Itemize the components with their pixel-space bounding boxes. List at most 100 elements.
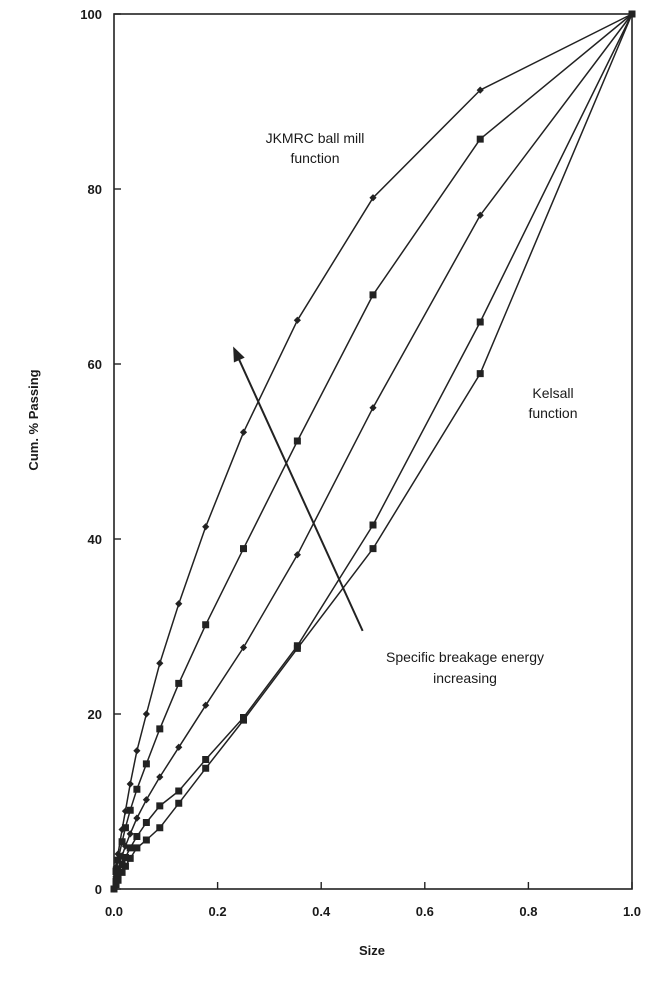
energy-label-line2: increasing bbox=[433, 670, 497, 686]
x-tick-label: 1.0 bbox=[623, 904, 641, 919]
series-2 bbox=[110, 10, 636, 893]
y-tick-label: 20 bbox=[88, 707, 102, 722]
data-point bbox=[114, 876, 122, 884]
energy-arrow bbox=[233, 346, 364, 632]
y-tick-label: 80 bbox=[88, 182, 102, 197]
data-point bbox=[369, 194, 377, 202]
y-tick-label: 100 bbox=[80, 7, 102, 22]
data-point bbox=[156, 824, 164, 832]
data-point bbox=[293, 316, 301, 324]
plot-frame bbox=[113, 13, 633, 890]
data-point bbox=[240, 545, 247, 553]
data-point bbox=[156, 773, 164, 781]
data-point bbox=[114, 871, 122, 879]
data-point bbox=[133, 844, 141, 852]
annotations: JKMRC ball mill function Kelsall functio… bbox=[266, 130, 578, 686]
series-5-line bbox=[113, 13, 633, 890]
data-point bbox=[202, 523, 210, 531]
data-point bbox=[476, 135, 484, 143]
y-axis-label: Cum. % Passing bbox=[26, 369, 41, 470]
data-point bbox=[628, 10, 636, 18]
kelsall-label-line2: function bbox=[528, 405, 577, 421]
x-axis-label: Size bbox=[359, 943, 385, 958]
y-axis: 0 20 40 60 80 100 bbox=[80, 7, 121, 897]
kelsall-label-line1: Kelsall bbox=[532, 385, 573, 401]
data-point bbox=[133, 785, 141, 793]
data-point bbox=[118, 868, 126, 876]
data-point bbox=[126, 830, 134, 838]
data-point bbox=[369, 545, 377, 553]
data-point bbox=[142, 760, 150, 768]
data-point bbox=[126, 854, 134, 862]
series-3-line bbox=[113, 13, 633, 890]
data-point bbox=[202, 764, 210, 772]
data-point bbox=[175, 787, 183, 795]
data-point bbox=[175, 799, 183, 807]
data-point bbox=[126, 844, 134, 852]
jkmrc-label-line2: function bbox=[290, 150, 339, 166]
data-point bbox=[175, 743, 183, 751]
data-point bbox=[126, 780, 134, 788]
data-point bbox=[118, 838, 126, 846]
x-tick-label: 0.0 bbox=[105, 904, 123, 919]
series-group bbox=[110, 10, 636, 893]
data-point bbox=[126, 806, 134, 814]
data-point bbox=[114, 856, 122, 864]
data-point bbox=[293, 437, 301, 445]
data-point bbox=[476, 318, 484, 326]
data-point bbox=[293, 644, 301, 652]
data-point bbox=[156, 802, 164, 810]
data-point bbox=[121, 824, 129, 832]
data-point bbox=[133, 833, 141, 840]
data-point bbox=[239, 428, 248, 436]
x-axis: 0.0 0.2 0.4 0.6 0.8 1.0 bbox=[105, 882, 641, 919]
y-tick-label: 60 bbox=[88, 357, 102, 372]
data-point bbox=[202, 756, 210, 763]
series-4 bbox=[110, 10, 636, 893]
series-1 bbox=[110, 10, 636, 893]
data-point bbox=[202, 621, 210, 629]
jkmrc-label-line1: JKMRC ball mill bbox=[266, 130, 365, 146]
y-tick-label: 40 bbox=[88, 532, 102, 547]
series-3 bbox=[110, 10, 636, 893]
series-2-line bbox=[113, 13, 633, 890]
data-point bbox=[156, 725, 164, 733]
arrow-head bbox=[233, 346, 245, 363]
energy-label-line1: Specific breakage energy bbox=[386, 649, 544, 665]
data-point bbox=[142, 796, 150, 804]
data-point bbox=[156, 659, 164, 667]
data-point bbox=[476, 211, 484, 219]
arrow-shaft bbox=[236, 356, 364, 632]
data-point bbox=[293, 551, 301, 559]
series-1-line bbox=[113, 13, 633, 890]
series-5 bbox=[110, 10, 636, 893]
data-point bbox=[133, 814, 141, 822]
data-point bbox=[240, 716, 247, 724]
data-point bbox=[142, 710, 150, 718]
x-tick-label: 0.6 bbox=[416, 904, 434, 919]
data-point bbox=[142, 836, 150, 844]
data-point bbox=[112, 881, 120, 889]
data-point bbox=[239, 643, 248, 652]
data-point bbox=[121, 862, 129, 870]
x-tick-label: 0.2 bbox=[209, 904, 227, 919]
series-4-line bbox=[113, 13, 633, 890]
data-point bbox=[369, 521, 377, 529]
data-point bbox=[175, 679, 183, 687]
x-tick-label: 0.4 bbox=[312, 904, 331, 919]
data-point bbox=[121, 854, 129, 861]
y-tick-label: 0 bbox=[95, 882, 102, 897]
x-tick-label: 0.8 bbox=[519, 904, 537, 919]
data-point bbox=[175, 600, 183, 608]
data-point bbox=[476, 86, 484, 94]
data-point bbox=[202, 701, 210, 709]
data-point bbox=[110, 885, 118, 893]
data-point bbox=[369, 404, 377, 412]
data-point bbox=[133, 747, 141, 755]
data-point bbox=[476, 370, 484, 378]
data-point bbox=[142, 819, 150, 826]
data-point bbox=[369, 291, 377, 299]
plot-area bbox=[113, 13, 633, 890]
